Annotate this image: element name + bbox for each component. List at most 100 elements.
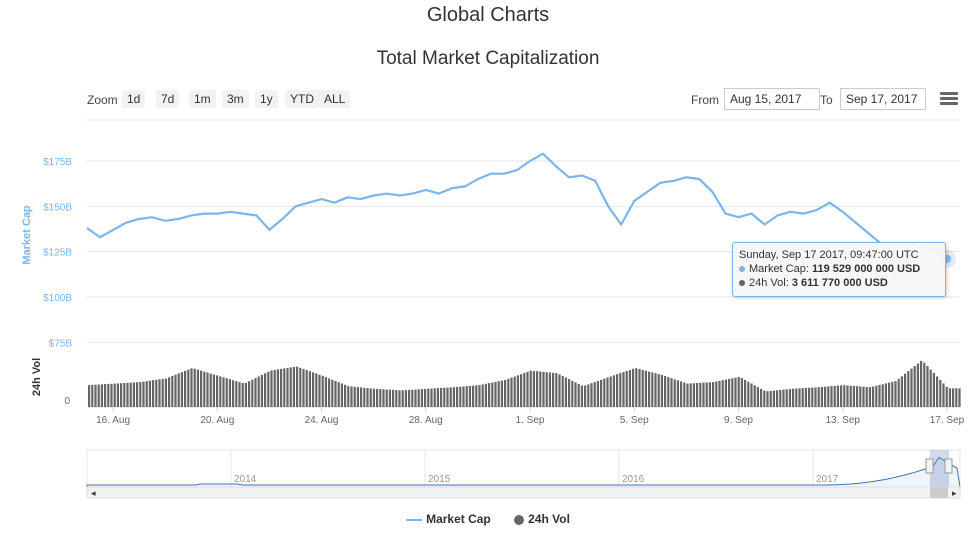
volume-bar (651, 372, 654, 407)
volume-bar (126, 382, 129, 407)
volume-bar (152, 380, 155, 407)
zoom-ytd-button[interactable]: YTD (285, 90, 319, 108)
volume-bar (315, 373, 318, 407)
volume-bar (344, 384, 347, 407)
volume-bar (654, 373, 657, 407)
hamburger-menu-icon[interactable] (940, 92, 958, 106)
tooltip-market-cap-value: 119 529 000 000 USD (811, 263, 921, 275)
volume-bar (488, 383, 491, 407)
navigator-selection[interactable] (930, 450, 949, 498)
navigator-tick-label: 2014 (234, 474, 257, 485)
volume-bar (158, 379, 161, 407)
x-tick-label: 9. Sep (724, 415, 753, 426)
zoom-1y-button[interactable]: 1y (255, 90, 278, 108)
volume-bar (129, 382, 132, 407)
navigator-tick-label: 2017 (816, 474, 839, 485)
volume-bar (356, 387, 359, 407)
volume-bar (241, 383, 244, 407)
volume-bar (600, 379, 603, 407)
volume-bar (542, 371, 545, 407)
volume-bar (187, 369, 190, 407)
volume-bar (113, 383, 116, 407)
y-tick-label: $175B (43, 157, 72, 168)
volume-bar (468, 385, 471, 407)
volume-bar (372, 388, 375, 407)
volume-bar (635, 368, 638, 407)
volume-bar (491, 382, 494, 407)
volume-bar (958, 388, 961, 407)
volume-bar (267, 371, 270, 407)
volume-bar (555, 373, 558, 407)
volume-bar (897, 378, 900, 407)
volume-bar (414, 389, 417, 407)
volume-bar (804, 388, 807, 407)
volume-bar (593, 382, 596, 407)
volume-bar (209, 373, 212, 407)
zoom-all-button[interactable]: ALL (319, 90, 351, 108)
volume-bar (676, 380, 679, 407)
volume-bar (744, 379, 747, 407)
volume-bar (913, 366, 916, 407)
volume-bar (740, 378, 743, 407)
volume-bar (884, 383, 887, 407)
y-axis-label: Market Cap (21, 205, 33, 265)
x-tick-label: 20. Aug (200, 415, 234, 426)
scroll-left-arrow-icon[interactable]: ◂ (91, 488, 96, 498)
volume-bar (235, 381, 238, 407)
volume-bar (401, 390, 404, 407)
volume-bar (760, 388, 763, 407)
volume-bar (603, 378, 606, 407)
volume-bar (264, 373, 267, 407)
volume-bar (753, 385, 756, 407)
to-label: To (820, 93, 833, 107)
legend-item-vol[interactable]: 24h Vol (514, 512, 570, 526)
volume-bar (590, 383, 593, 407)
volume-bar (670, 378, 673, 407)
volume-bar (689, 383, 692, 407)
volume-bar (568, 379, 571, 407)
volume-bar (584, 385, 587, 407)
scrollbar-thumb[interactable] (930, 487, 948, 498)
volume-bar (420, 389, 423, 407)
volume-bar (363, 387, 366, 407)
volume-bar (817, 387, 820, 407)
volume-bar (734, 377, 737, 407)
navigator[interactable]: 2014 2015 2016 2017 ◂ ▸ (86, 449, 961, 499)
zoom-1m-button[interactable]: 1m (189, 90, 216, 108)
volume-bar (411, 389, 414, 407)
volume-bar (184, 370, 187, 407)
volume-bar (910, 368, 913, 407)
zoom-7d-button[interactable]: 7d (156, 90, 180, 108)
volume-bar (904, 373, 907, 407)
volume-bar (459, 386, 462, 407)
volume-bar (955, 388, 958, 407)
volume-bar (289, 367, 292, 407)
navigator-left-handle[interactable] (925, 458, 934, 474)
volume-bar (849, 385, 852, 407)
zoom-label: Zoom (87, 93, 118, 107)
volume-bar (564, 377, 567, 407)
page-title: Global Charts (426, 4, 550, 26)
volume-bar (702, 382, 705, 407)
y-tick-label: $100B (43, 293, 72, 304)
navigator-right-handle[interactable] (944, 458, 953, 474)
from-date-input[interactable]: Aug 15, 2017 (724, 88, 820, 110)
volume-bar (545, 372, 548, 407)
volume-bar (875, 385, 878, 407)
volume-bar (833, 385, 836, 407)
market-cap-dot-icon (739, 266, 745, 273)
volume-bar (376, 388, 379, 407)
to-date-input[interactable]: Sep 17, 2017 (840, 88, 926, 110)
volume-bar (747, 381, 750, 407)
volume-bar (382, 389, 385, 407)
navigator-scrollbar[interactable] (86, 486, 961, 499)
zoom-1d-button[interactable]: 1d (122, 90, 146, 108)
volume-bar (862, 386, 865, 407)
volume-bar (907, 371, 910, 407)
legend-item-market-cap[interactable]: Market Cap (406, 512, 491, 526)
volume-bar (507, 378, 510, 407)
volume-bar (808, 387, 811, 407)
volume-bar (926, 366, 929, 407)
zoom-3m-button[interactable]: 3m (222, 90, 249, 108)
scroll-right-arrow-icon[interactable]: ▸ (952, 488, 957, 498)
